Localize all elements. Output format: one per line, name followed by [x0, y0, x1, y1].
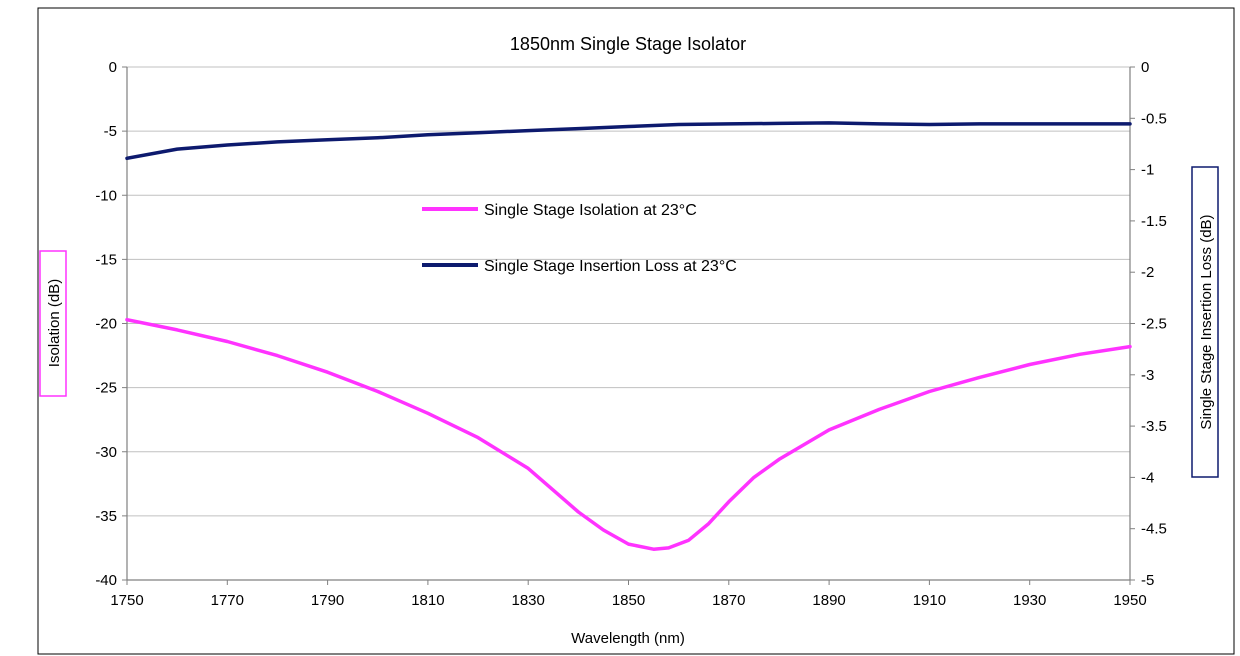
chart-frame	[37, 7, 1235, 655]
y2-tick-label: -0.5	[1141, 110, 1167, 127]
x-tick-label: 1810	[411, 592, 444, 609]
x-tick-labels: 1750 1770 1790 1810 1830 1850 1870 1890 1910 1930…	[110, 592, 1146, 609]
isolation-series-line	[125, 317, 1132, 551]
y2-axis-label-box	[1191, 166, 1219, 478]
y2-axis-label: Single Stage Insertion Loss (dB)	[1198, 214, 1215, 429]
y2-tick-label: -3.5	[1141, 418, 1167, 435]
x-tick-label: 1790	[311, 592, 344, 609]
y-tick-label: -5	[104, 123, 117, 140]
y-tick-label: -25	[95, 380, 117, 397]
x-tick-label: 1950	[1113, 592, 1146, 609]
x-tick-label: 1930	[1013, 592, 1046, 609]
chart-title: 1850nm Single Stage Isolator	[510, 34, 746, 54]
x-tick-label: 1770	[211, 592, 244, 609]
y-axis-label: Isolation (dB)	[46, 279, 63, 367]
y-tick-label: -20	[95, 316, 117, 333]
x-tick-label: 1830	[512, 592, 545, 609]
y2-tick-label: -5	[1141, 572, 1154, 589]
legend-label-isolation: Single Stage Isolation at 23°C	[484, 202, 697, 219]
y-tick-label: 0	[109, 59, 117, 76]
axes	[122, 66, 1135, 585]
x-tick-label: 1750	[110, 592, 143, 609]
gridlines	[127, 66, 1130, 517]
y-tick-label: -35	[95, 508, 117, 525]
y-tick-label: -10	[95, 187, 117, 204]
legend-label-insertion-loss: Single Stage Insertion Loss at 23°C	[484, 258, 737, 275]
x-tick-label: 1850	[612, 592, 645, 609]
x-tick-label: 1910	[913, 592, 946, 609]
y-tick-label: -40	[95, 572, 117, 589]
y2-tick-label: -1	[1141, 162, 1154, 179]
x-tick-label: 1890	[812, 592, 845, 609]
insertion-loss-series-line	[125, 121, 1132, 161]
y2-tick-label: -4.5	[1141, 521, 1167, 538]
y2-tick-label: -4	[1141, 469, 1154, 486]
y2-tick-label: -2.5	[1141, 316, 1167, 333]
y2-tick-label: 0	[1141, 59, 1149, 76]
y-axis-label-box	[39, 250, 67, 397]
y2-tick-label: -2	[1141, 264, 1154, 281]
x-tick-label: 1870	[712, 592, 745, 609]
y-tick-label: -15	[95, 251, 117, 268]
y-tick-labels: 0 -5 -10 -15 -20 -25 -30 -35 -40	[95, 59, 117, 589]
y2-tick-label: -3	[1141, 367, 1154, 384]
y2-tick-labels: 0 -0.5 -1 -1.5 -2 -2.5 -3 -3.5 -4 -4.5 -5	[1141, 59, 1167, 589]
y2-tick-label: -1.5	[1141, 213, 1167, 230]
y-tick-label: -30	[95, 444, 117, 461]
legend: Single Stage Isolation at 23°C Single St…	[422, 202, 737, 275]
series-lines	[125, 121, 1132, 551]
x-axis-label: Wavelength (nm)	[571, 630, 685, 647]
